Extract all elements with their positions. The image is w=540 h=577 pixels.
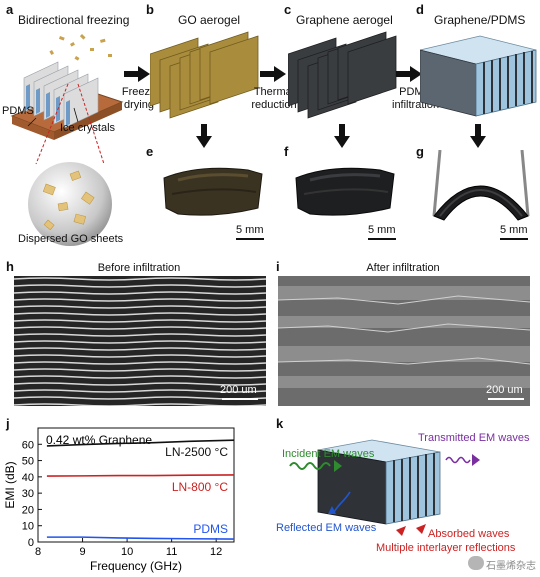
scale-bar-h: 200 um	[220, 384, 257, 396]
emi-chart: 8 9 10 11 12 0 10 20 30 40 50 60 Frequency (GHz) EMI …	[3, 427, 235, 573]
em-shielding-illustration	[289, 439, 480, 536]
arrow-down-icon	[196, 124, 212, 148]
y-tick-label: 60	[22, 439, 34, 451]
x-axis-label: Frequency (GHz)	[90, 559, 182, 573]
scale-line-g	[500, 238, 528, 240]
panel-label-e: e	[146, 144, 154, 159]
panel-label-d: d	[416, 2, 424, 17]
dispersed-go-label: Dispersed GO sheets	[18, 233, 124, 245]
multiple-reflections-label: Multiple interlayer reflections	[376, 542, 516, 554]
x-tick-label: 8	[35, 546, 41, 558]
arrow-down-icon	[470, 124, 486, 148]
arrow-right-icon	[396, 66, 422, 82]
y-axis-label: EMI (dB)	[3, 461, 17, 508]
watermark-text: 石墨烯杂志	[486, 561, 536, 572]
scale-line-f	[368, 238, 396, 240]
series-line	[46, 439, 235, 447]
y-tick-label: 40	[22, 472, 34, 484]
x-tick-label: 10	[121, 546, 133, 558]
graphene-pdms-photo	[432, 150, 530, 221]
absorbed-waves-label: Absorbed waves	[428, 528, 510, 540]
panel-a-title: Bidirectional freezing	[18, 13, 130, 27]
graphene-aerogel-illustration	[288, 31, 397, 119]
y-tick-label: 20	[22, 504, 34, 516]
go-aerogel-illustration	[150, 31, 259, 119]
y-tick-label: 30	[22, 488, 34, 500]
y-tick-label: 0	[28, 537, 34, 549]
panel-h-title: Before infiltration	[97, 262, 181, 274]
scale-bar-g: 5 mm	[500, 224, 528, 236]
series-line	[46, 474, 235, 477]
freezing-illustration	[10, 33, 124, 246]
panel-label-h: h	[6, 259, 14, 274]
go-aerogel-photo	[163, 167, 263, 216]
series-label: LN-2500 °C	[165, 445, 228, 459]
x-tick-label: 12	[210, 546, 222, 558]
panel-label-f: f	[284, 144, 289, 159]
panel-i-title: After infiltration	[366, 262, 440, 274]
scale-bar-i: 200 um	[486, 384, 523, 396]
plot-frame	[37, 427, 235, 543]
scale-line-i	[488, 398, 524, 400]
series-line	[46, 536, 235, 540]
scale-line-e	[236, 238, 264, 240]
panel-b-title: GO aerogel	[178, 13, 241, 27]
panel-d-title: Graphene/PDMS	[434, 13, 526, 27]
transmitted-em-waves-label: Transmitted EM waves	[418, 432, 530, 444]
panel-label-g: g	[416, 144, 424, 159]
ice-crystals-label: Ice crystals	[60, 122, 116, 134]
arrow-right-icon	[124, 66, 150, 82]
pdms-label: PDMS	[2, 105, 34, 117]
scale-bar-e: 5 mm	[236, 224, 264, 236]
graphene-pdms-illustration	[420, 35, 537, 117]
sem-image-before: 200 um	[14, 276, 266, 406]
x-tick-label: 9	[79, 546, 85, 558]
wechat-icon	[468, 556, 484, 570]
panel-label-j: j	[6, 416, 10, 431]
incident-em-waves-label: Incident EM waves	[282, 448, 375, 460]
series-label: PDMS	[193, 522, 228, 536]
panel-c-title: Graphene aerogel	[296, 13, 393, 27]
arrow-label-freeze-drying: Freeze drying	[121, 86, 157, 111]
panel-label-c: c	[284, 2, 292, 17]
panel-label-k: k	[276, 416, 284, 431]
panel-label-b: b	[146, 2, 154, 17]
arrow-right-icon	[260, 66, 286, 82]
scale-line-h	[222, 398, 258, 400]
graphene-aerogel-photo	[295, 167, 395, 216]
panel-label-i: i	[276, 259, 280, 274]
series-label: LN-800 °C	[172, 480, 228, 494]
panel-label-a: a	[6, 2, 14, 17]
scale-bar-f: 5 mm	[368, 224, 396, 236]
arrow-down-icon	[334, 124, 350, 148]
reflected-em-waves-label: Reflected EM waves	[276, 522, 377, 534]
sem-image-after: 200 um	[278, 276, 530, 406]
x-tick-label: 11	[166, 546, 177, 558]
y-tick-label: 50	[22, 456, 34, 468]
y-tick-label: 10	[22, 521, 34, 533]
arrow-label-thermal-reduction: Thermal reduction	[251, 86, 297, 111]
